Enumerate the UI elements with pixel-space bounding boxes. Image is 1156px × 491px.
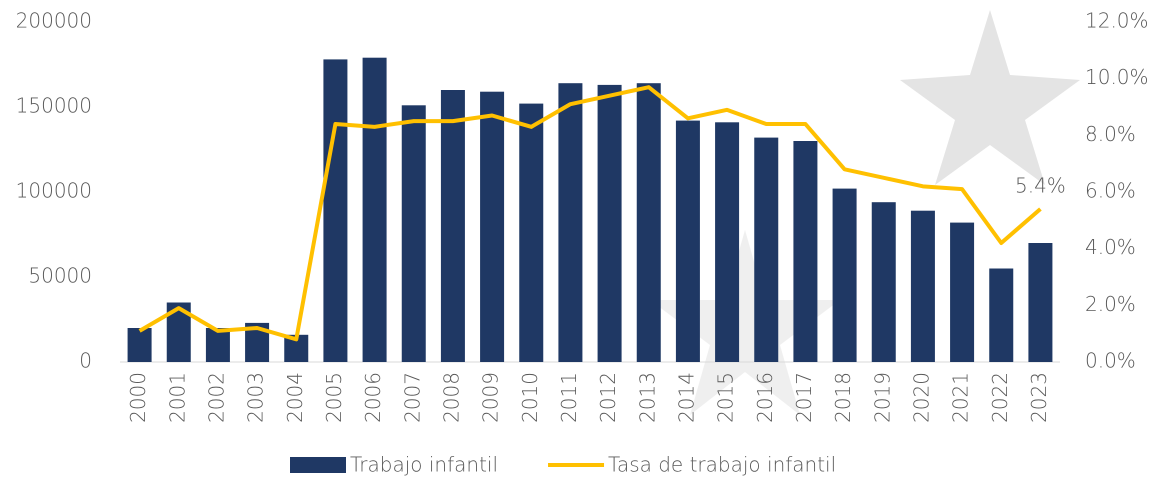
y-tick-label: 50000 <box>28 264 92 288</box>
y2-tick-label: 6.0% <box>1085 179 1136 203</box>
x-tick-label: 2018 <box>831 372 855 423</box>
legend-swatch <box>290 457 346 473</box>
legend-label: Trabajo infantil <box>350 453 498 477</box>
bar <box>598 85 622 362</box>
x-tick-label: 2017 <box>792 372 816 423</box>
bar <box>637 83 661 362</box>
bar <box>206 328 230 362</box>
y2-tick-label: 4.0% <box>1085 235 1136 259</box>
x-tick-label: 2001 <box>165 372 189 423</box>
x-tick-label: 2002 <box>204 372 228 423</box>
x-tick-label: 2005 <box>322 372 346 423</box>
x-tick-label: 2015 <box>714 372 738 423</box>
x-tick-label: 2008 <box>439 372 463 423</box>
bar <box>402 105 426 362</box>
x-tick-label: 2023 <box>1027 372 1051 423</box>
chart: 0 50000 100000 150000 200000 0.0% 2.0% 4.0% 6.0%… <box>0 0 1156 491</box>
x-tick-label: 2003 <box>244 372 268 423</box>
bar <box>676 121 700 362</box>
y2-tick-label: 12.0% <box>1085 9 1149 33</box>
bar <box>1028 243 1052 362</box>
bar <box>754 138 778 362</box>
bar <box>128 328 152 362</box>
y2-tick-label: 10.0% <box>1085 65 1149 89</box>
bar <box>363 58 387 362</box>
x-tick-label: 2007 <box>400 372 424 423</box>
y-tick-label: 0 <box>79 349 92 373</box>
bar <box>519 104 543 362</box>
y-tick-label: 200000 <box>16 9 92 33</box>
bar <box>715 122 739 362</box>
bar <box>833 189 857 362</box>
x-tick-label: 2012 <box>596 372 620 423</box>
bar <box>911 211 935 362</box>
x-tick-label: 2004 <box>283 372 307 423</box>
x-tick-label: 2019 <box>870 372 894 423</box>
x-tick-label: 2014 <box>674 372 698 423</box>
y2-tick-label: 0.0% <box>1085 349 1136 373</box>
x-tick-label: 2006 <box>361 372 385 423</box>
x-tick-label: 2021 <box>949 372 973 423</box>
x-tick-label: 2010 <box>518 372 542 423</box>
y-tick-label: 100000 <box>16 179 92 203</box>
bar <box>323 59 347 362</box>
x-tick-label: 2020 <box>909 372 933 423</box>
star <box>900 10 1080 185</box>
data-label: 5.4% <box>1015 174 1066 198</box>
y2-tick-label: 8.0% <box>1085 122 1136 146</box>
bar <box>441 90 465 362</box>
bar <box>793 141 817 362</box>
x-tick-label: 2013 <box>635 372 659 423</box>
y2-tick-label: 2.0% <box>1085 292 1136 316</box>
x-tick-label: 2011 <box>557 372 581 423</box>
background-decoration <box>650 10 1080 415</box>
x-tick-label: 2009 <box>479 372 503 423</box>
legend-label: Tasa de trabajo infantil <box>608 453 836 477</box>
bar <box>558 83 582 362</box>
x-tick-label: 2000 <box>126 372 150 423</box>
x-tick-label: 2022 <box>988 372 1012 423</box>
line <box>140 87 1041 339</box>
x-tick-label: 2016 <box>753 372 777 423</box>
y-tick-label: 150000 <box>16 94 92 118</box>
bar <box>950 223 974 362</box>
bar <box>872 202 896 362</box>
bar <box>989 269 1013 363</box>
bar <box>480 92 504 362</box>
